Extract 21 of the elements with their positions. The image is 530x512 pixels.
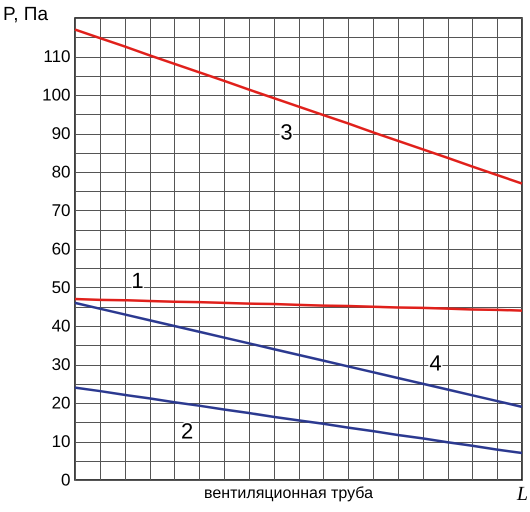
y-tick-label: 100: [42, 86, 70, 104]
x-axis-title: L: [516, 483, 528, 505]
y-tick-label: 110: [43, 47, 70, 66]
series-label: 1: [131, 268, 144, 293]
y-tick-label: 40: [52, 316, 70, 336]
y-tick-label: 80: [52, 162, 70, 182]
y-tick-label: 30: [52, 355, 70, 374]
y-tick-label: 0: [61, 470, 70, 490]
y-tick-label: 90: [52, 124, 70, 143]
y-tick-label: 20: [52, 394, 70, 412]
text: вентиляционная труба: [204, 485, 374, 502]
y-tick-label: 10: [52, 432, 70, 451]
y-axis-title: P, Па: [3, 4, 48, 25]
series-label: 2: [181, 418, 194, 444]
y-tick-label: 60: [52, 240, 70, 258]
y-tick-label: 50: [52, 278, 70, 297]
line-series: [74, 28, 524, 185]
line-series: [74, 302, 524, 408]
line-series: [74, 298, 524, 312]
y-tick-label: 70: [52, 201, 70, 220]
line-series: [74, 386, 524, 454]
